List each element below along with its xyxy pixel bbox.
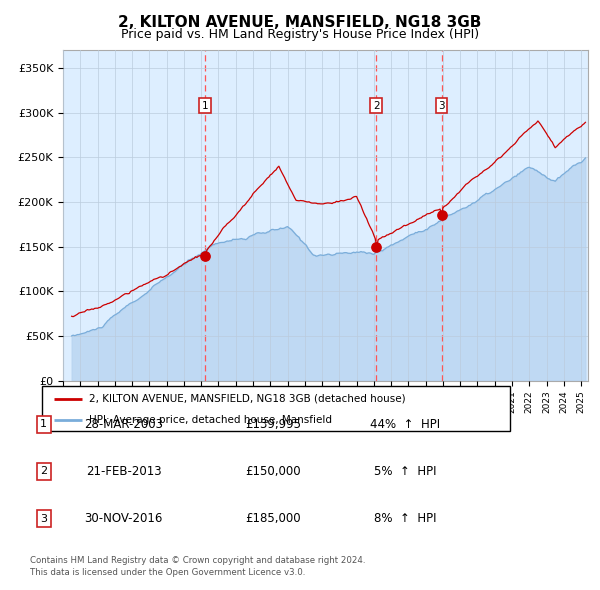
- Text: £150,000: £150,000: [245, 465, 301, 478]
- Text: 8%  ↑  HPI: 8% ↑ HPI: [374, 512, 437, 525]
- Text: 2: 2: [40, 467, 47, 476]
- Text: 3: 3: [40, 514, 47, 523]
- Text: 2, KILTON AVENUE, MANSFIELD, NG18 3GB (detached house): 2, KILTON AVENUE, MANSFIELD, NG18 3GB (d…: [89, 394, 406, 404]
- Text: HPI: Average price, detached house, Mansfield: HPI: Average price, detached house, Mans…: [89, 415, 332, 425]
- Text: Price paid vs. HM Land Registry's House Price Index (HPI): Price paid vs. HM Land Registry's House …: [121, 28, 479, 41]
- Text: This data is licensed under the Open Government Licence v3.0.: This data is licensed under the Open Gov…: [30, 568, 305, 576]
- Text: 28-MAR-2003: 28-MAR-2003: [85, 418, 163, 431]
- Text: Contains HM Land Registry data © Crown copyright and database right 2024.: Contains HM Land Registry data © Crown c…: [30, 556, 365, 565]
- Text: £185,000: £185,000: [245, 512, 301, 525]
- Text: 1: 1: [40, 419, 47, 429]
- Text: 30-NOV-2016: 30-NOV-2016: [85, 512, 163, 525]
- Text: 5%  ↑  HPI: 5% ↑ HPI: [374, 465, 437, 478]
- Text: 2: 2: [373, 100, 379, 110]
- Text: 44%  ↑  HPI: 44% ↑ HPI: [370, 418, 440, 431]
- Text: £139,995: £139,995: [245, 418, 301, 431]
- Point: [371, 242, 381, 251]
- Point: [437, 211, 446, 220]
- Text: 2, KILTON AVENUE, MANSFIELD, NG18 3GB: 2, KILTON AVENUE, MANSFIELD, NG18 3GB: [118, 15, 482, 30]
- Point: [200, 251, 210, 260]
- Text: 21-FEB-2013: 21-FEB-2013: [86, 465, 161, 478]
- Text: 3: 3: [438, 100, 445, 110]
- Text: 1: 1: [202, 100, 209, 110]
